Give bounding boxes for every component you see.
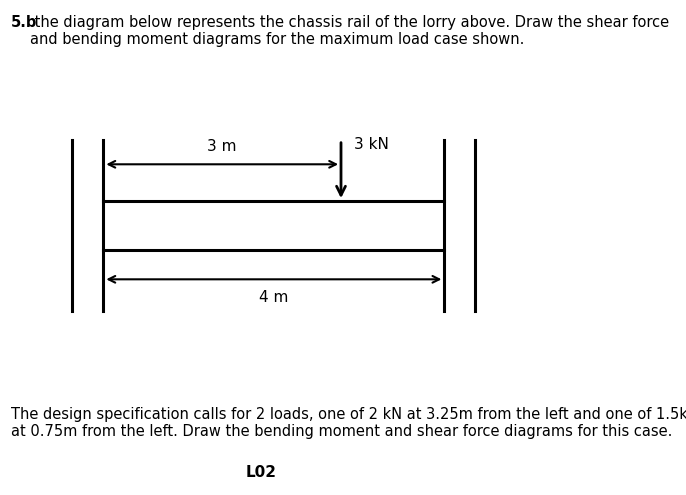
Text: 5.b: 5.b: [10, 15, 37, 30]
Text: 4 m: 4 m: [259, 290, 289, 305]
Text: 3 kN: 3 kN: [354, 138, 389, 152]
Text: L02: L02: [246, 465, 276, 480]
Text: 3 m: 3 m: [207, 139, 237, 153]
Text: the diagram below represents the chassis rail of the lorry above. Draw the shear: the diagram below represents the chassis…: [30, 15, 670, 48]
Text: The design specification calls for 2 loads, one of 2 kN at 3.25m from the left a: The design specification calls for 2 loa…: [10, 406, 686, 439]
